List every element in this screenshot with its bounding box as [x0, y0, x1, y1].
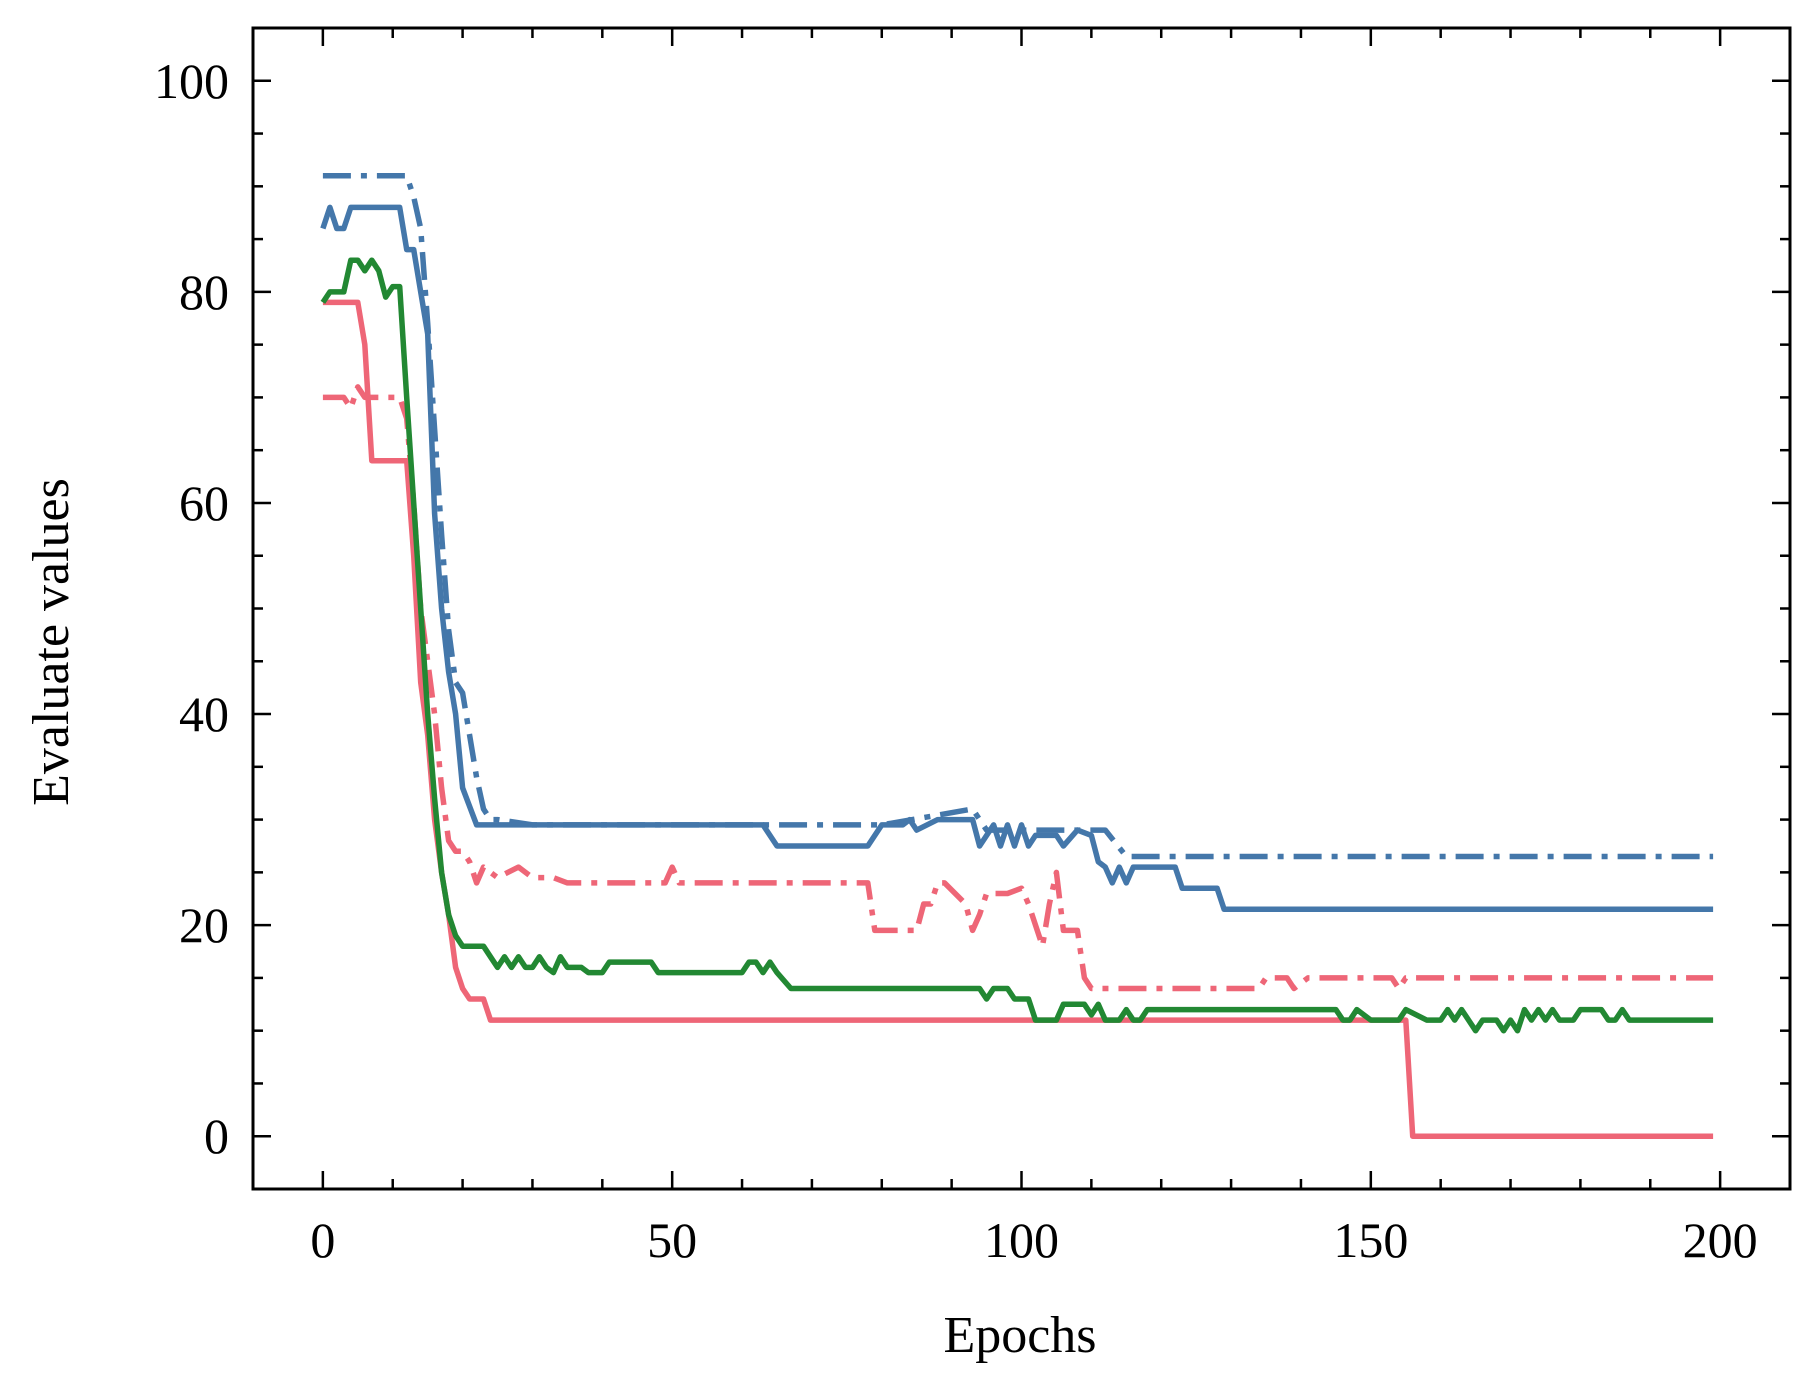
y-tick-label: 40 [179, 686, 229, 742]
y-tick-label: 100 [154, 53, 229, 109]
y-axis-label: Evaluate values [23, 478, 80, 806]
series-line-2 [320, 204, 1714, 913]
x-tick-label: 150 [1333, 1212, 1408, 1268]
series-layer [320, 173, 1714, 1139]
series-line-1 [322, 173, 1714, 860]
tick-layer: 0 50 100 150 200 0 20 40 60 80 100 [154, 26, 1792, 1268]
y-tick-label: 80 [179, 264, 229, 320]
series-line-3 [322, 384, 1714, 992]
x-axis-label: Epochs [943, 1307, 1096, 1364]
y-tick-label: 0 [204, 1108, 229, 1164]
x-tick-label: 100 [984, 1212, 1059, 1268]
y-tick-label: 60 [179, 475, 229, 531]
y-tick-label: 20 [179, 897, 229, 953]
series-line-5 [320, 257, 1714, 1034]
plot-frame [251, 26, 1792, 1191]
x-tick-label: 0 [310, 1212, 335, 1268]
series-line-4 [322, 299, 1714, 1139]
x-tick-label: 200 [1683, 1212, 1758, 1268]
x-tick-label: 50 [647, 1212, 697, 1268]
